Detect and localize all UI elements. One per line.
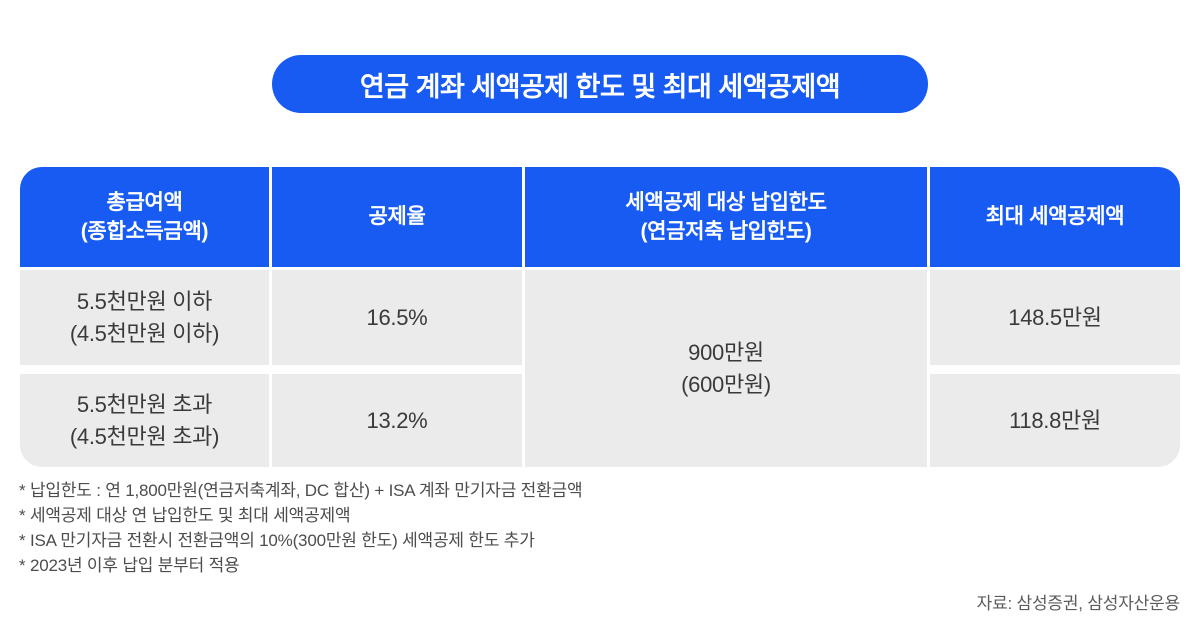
table-header-row: 총급여액 (종합소득금액) 공제율 세액공제 대상 납입한도 (연금저축 납입한… [20,167,1180,267]
cell-line: 16.5% [366,304,428,330]
cell-max-credit-row2: 118.8만원 [930,374,1180,467]
cell-income-row1: 5.5천만원 이하 (4.5천만원 이하) [20,270,269,365]
cell-contribution-limit-merged: 900만원 (600만원) [525,270,927,467]
header-line: 세액공제 대상 납입한도 [625,190,827,214]
footnote-line: * ISA 만기자금 전환시 전환금액의 10%(300만원 한도) 세액공제 … [19,530,535,550]
source-credit: 자료: 삼성증권, 삼성자산운용 [976,594,1181,613]
footnote-line: * 2023년 이후 납입 분부터 적용 [19,555,240,575]
cell-max-credit-row1: 148.5만원 [930,270,1180,365]
cell-line: 900만원 [688,339,764,365]
footnotes: * 납입한도 : 연 1,800만원(연금저축계좌, DC 합산) + ISA … [19,479,583,579]
cell-line: 148.5만원 [1008,304,1102,330]
header-subline: (종합소득금액) [80,220,209,243]
footnote-line: * 납입한도 : 연 1,800만원(연금저축계좌, DC 합산) + ISA … [19,481,583,500]
cell-line: 118.8만원 [1009,407,1101,433]
header-cell-deduction-rate: 공제율 [272,167,522,267]
cell-line: 5.5천만원 초과 [76,391,213,417]
header-cell-contribution-limit: 세액공제 대상 납입한도 (연금저축 납입한도) [525,167,927,267]
header-cell-max-credit: 최대 세액공제액 [930,167,1180,267]
header-line: 총급여액 [106,190,183,214]
header-subline: (연금저축 납입한도) [640,220,812,243]
cell-subline: (600만원) [681,371,771,397]
cell-subline: (4.5천만원 이하) [69,320,220,346]
table-body: 5.5천만원 이하 (4.5천만원 이하) 16.5% 900만원 (600만원… [20,270,1180,467]
header-cell-gross-salary: 총급여액 (종합소득금액) [20,167,269,267]
cell-subline: (4.5천만원 초과) [69,423,220,449]
header-line: 최대 세액공제액 [985,205,1125,229]
cell-line: 5.5천만원 이하 [76,288,213,314]
header-line: 공제율 [368,205,426,229]
page-title: 연금 계좌 세액공제 한도 및 최대 세액공제액 [359,71,841,102]
footnote-line: * 세액공제 대상 연 납입한도 및 최대 세액공제액 [19,505,351,525]
cell-rate-row2: 13.2% [272,374,522,467]
tax-credit-table: 총급여액 (종합소득금액) 공제율 세액공제 대상 납입한도 (연금저축 납입한… [20,167,1180,467]
cell-income-row2: 5.5천만원 초과 (4.5천만원 초과) [20,374,269,467]
title-banner: 연금 계좌 세액공제 한도 및 최대 세액공제액 [272,55,928,113]
cell-rate-row1: 16.5% [272,270,522,365]
cell-line: 13.2% [366,407,428,433]
